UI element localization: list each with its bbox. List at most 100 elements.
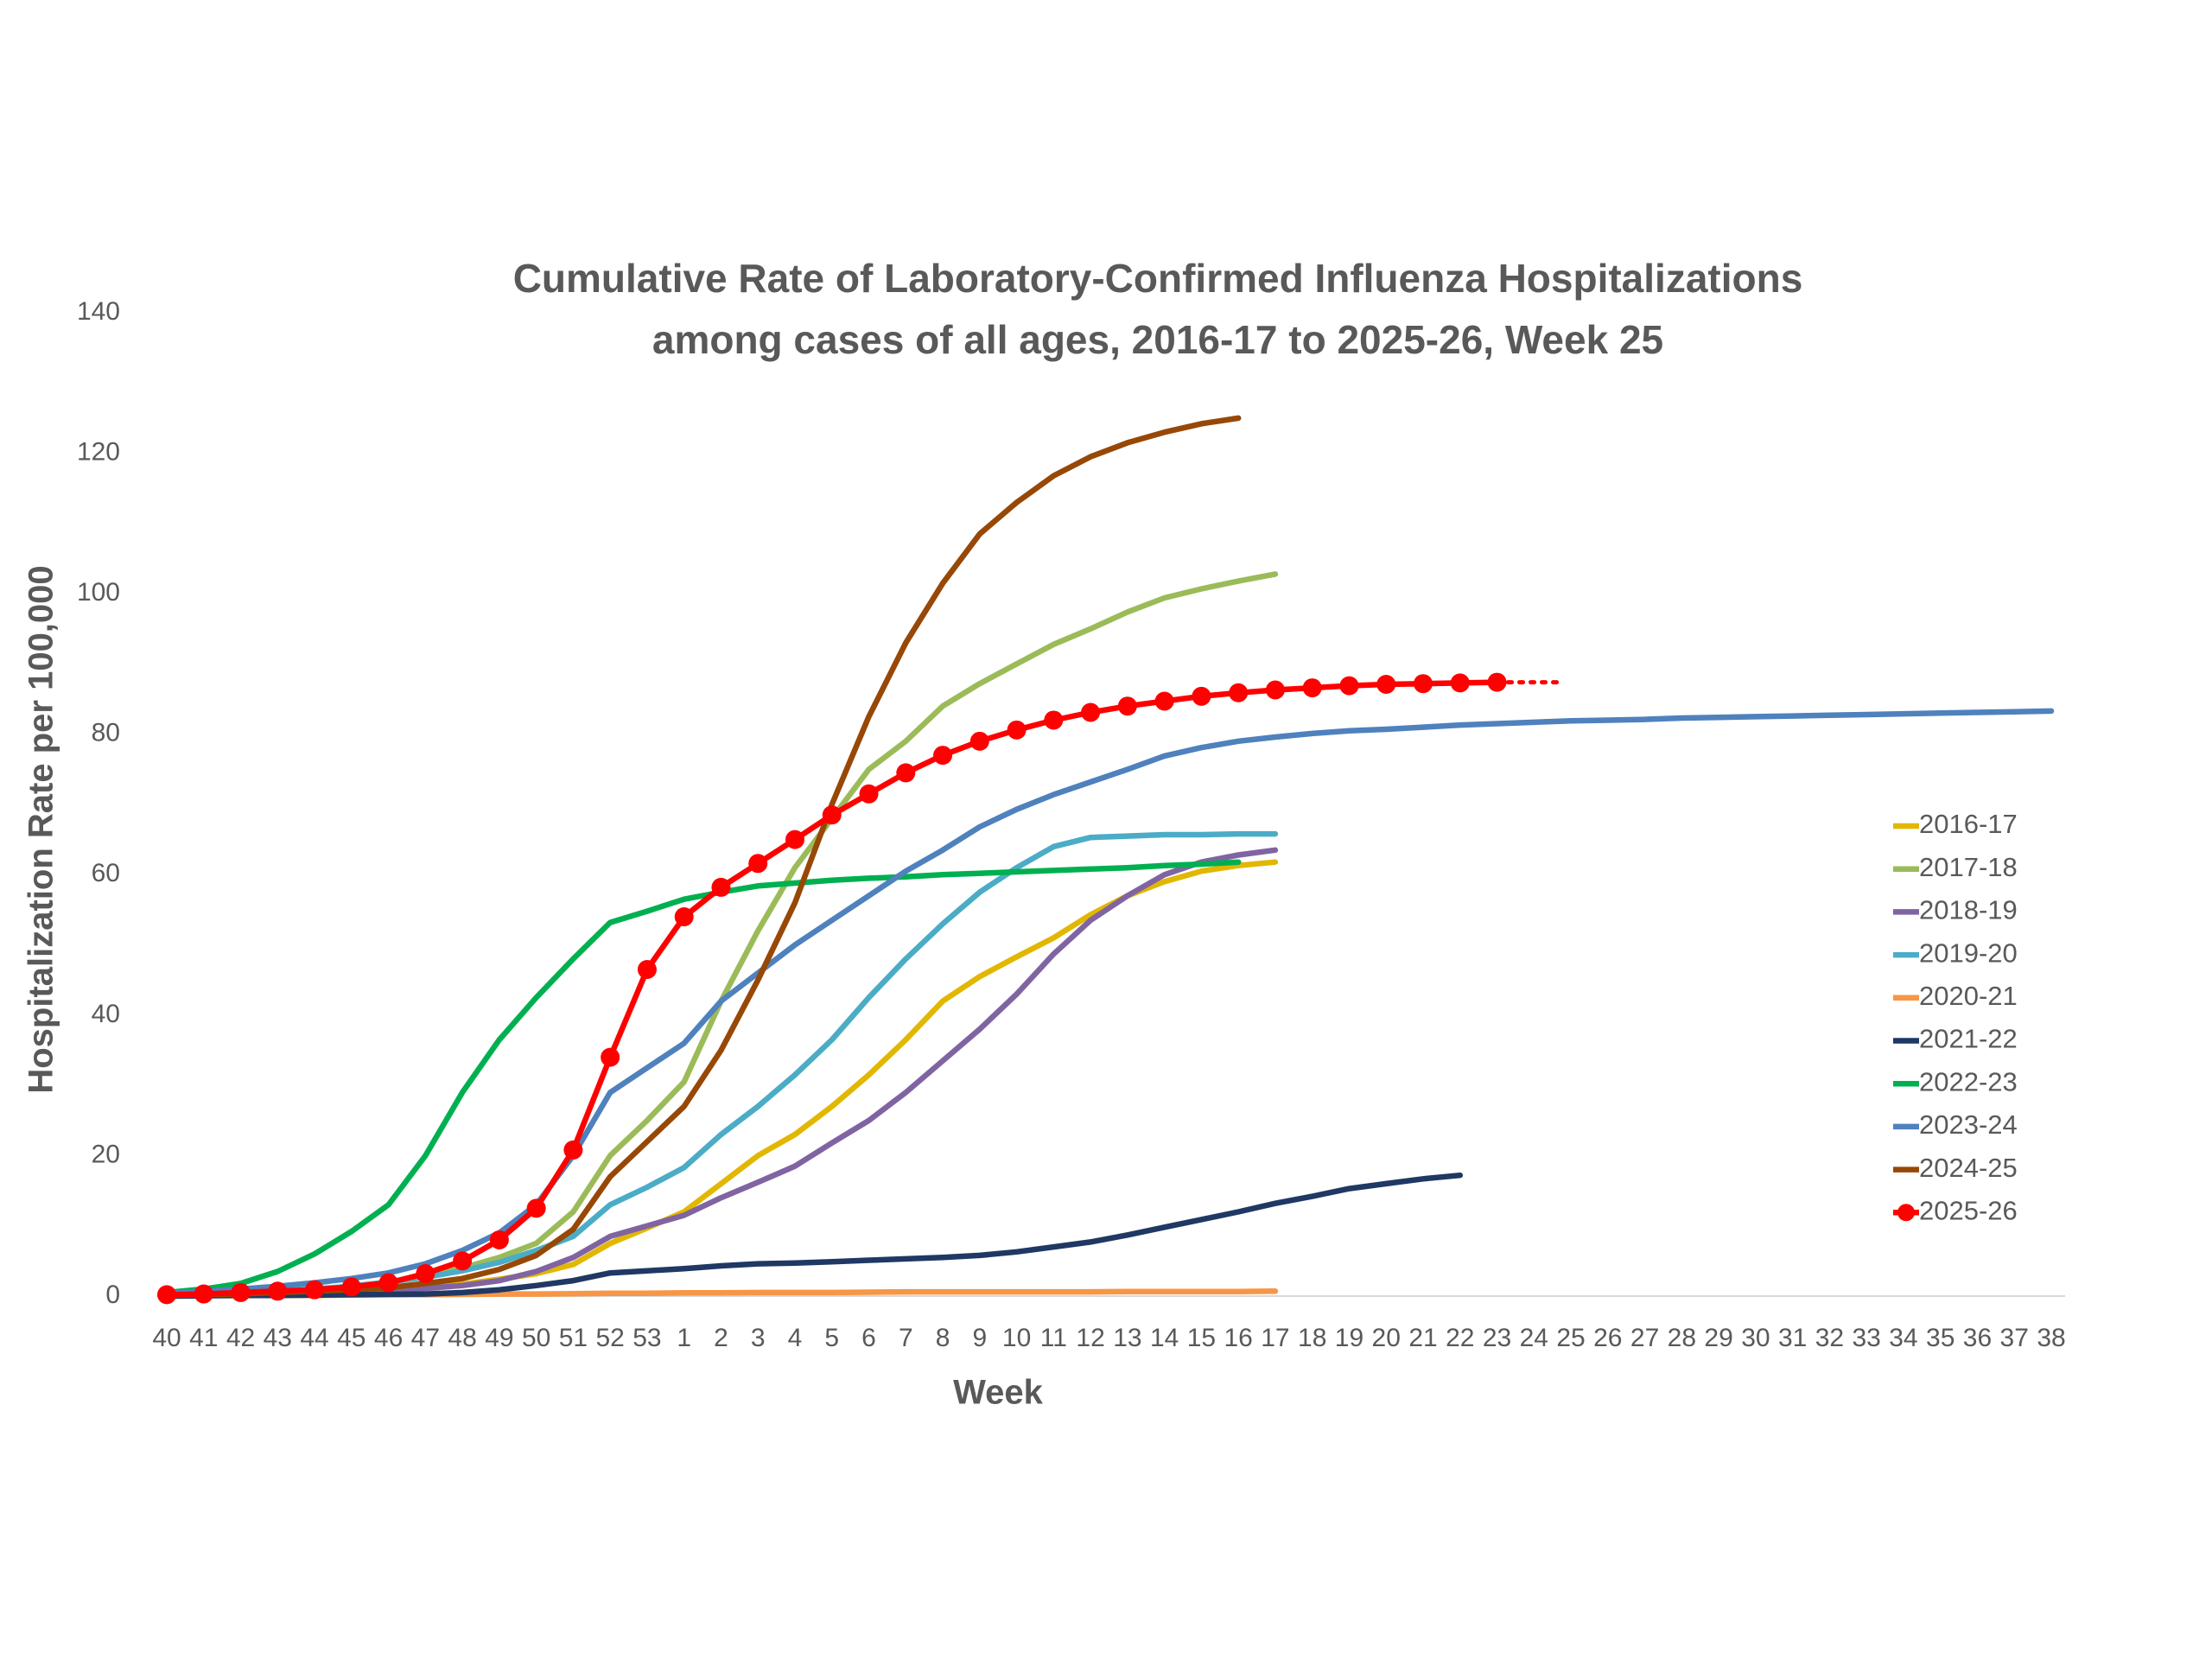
x-tick-label: 2 <box>714 1324 728 1352</box>
series-line <box>163 708 2055 1296</box>
x-tick-label: 26 <box>1593 1324 1622 1352</box>
x-tick-label: 20 <box>1372 1324 1401 1352</box>
series-marker <box>933 746 953 766</box>
series-marker <box>748 854 768 874</box>
series-line <box>163 859 1242 1296</box>
x-tick-label: 4 <box>788 1324 803 1352</box>
series-marker <box>1376 675 1396 695</box>
series-marker <box>969 731 989 751</box>
legend-label: 2025-26 <box>1919 1195 2018 1225</box>
x-axis-title: Week <box>953 1374 1044 1412</box>
series-marker <box>416 1263 435 1283</box>
y-tick-label: 20 <box>92 1140 120 1168</box>
x-tick-label: 6 <box>861 1324 876 1352</box>
x-tick-label: 46 <box>374 1324 403 1352</box>
x-tick-label: 19 <box>1335 1324 1363 1352</box>
x-tick-label: 15 <box>1187 1324 1216 1352</box>
series-marker <box>859 784 879 804</box>
x-tick-label: 47 <box>411 1324 440 1352</box>
series-marker <box>1007 720 1027 740</box>
x-tick-label: 7 <box>899 1324 913 1352</box>
x-tick-label: 9 <box>972 1324 987 1352</box>
series-marker <box>231 1282 251 1302</box>
series-marker <box>1302 678 1322 698</box>
x-tick-label: 8 <box>936 1324 950 1352</box>
y-axis-title: Hospitalization Rate per 100,000 <box>22 565 60 1093</box>
x-tick-label: 1 <box>677 1324 691 1352</box>
legend-label: 2024-25 <box>1919 1153 2018 1183</box>
y-tick-label: 40 <box>92 1000 120 1028</box>
x-tick-label: 44 <box>300 1324 328 1352</box>
x-tick-label: 31 <box>1778 1324 1807 1352</box>
series-marker <box>1154 691 1174 711</box>
chart-title: Cumulative Rate of Laboratory-Confirmed … <box>513 256 1803 301</box>
series-marker <box>1229 683 1249 702</box>
x-tick-label: 23 <box>1483 1324 1511 1352</box>
x-tick-label: 32 <box>1815 1324 1844 1352</box>
series-marker <box>1265 680 1285 700</box>
x-tick-label: 12 <box>1076 1324 1104 1352</box>
series-marker <box>563 1140 583 1160</box>
series-marker <box>341 1277 361 1297</box>
x-tick-label: 33 <box>1852 1324 1880 1352</box>
y-tick-label: 80 <box>92 719 120 747</box>
y-tick-label: 0 <box>105 1281 120 1309</box>
x-tick-label: 11 <box>1040 1324 1067 1352</box>
series-marker <box>1339 676 1359 696</box>
legend-label: 2017-18 <box>1919 852 2018 882</box>
series-marker <box>1192 686 1211 706</box>
x-tick-label: 35 <box>1926 1324 1955 1352</box>
y-tick-label: 60 <box>92 859 120 887</box>
x-tick-label: 42 <box>226 1324 255 1352</box>
series-marker <box>453 1251 473 1271</box>
x-tick-label: 13 <box>1113 1324 1141 1352</box>
series-marker <box>637 960 657 980</box>
series-marker <box>822 805 842 825</box>
legend-marker <box>1897 1204 1915 1222</box>
series-marker <box>896 763 916 783</box>
series-marker <box>378 1273 398 1293</box>
x-tick-label: 22 <box>1446 1324 1474 1352</box>
series-line <box>163 847 1279 1299</box>
x-tick-label: 52 <box>595 1324 624 1352</box>
x-tick-label: 28 <box>1668 1324 1696 1352</box>
x-tick-label: 16 <box>1224 1324 1252 1352</box>
legend-label: 2023-24 <box>1919 1109 2018 1140</box>
legend-label: 2021-22 <box>1919 1024 2018 1054</box>
x-tick-label: 53 <box>632 1324 661 1352</box>
x-tick-label: 25 <box>1556 1324 1585 1352</box>
x-tick-label: 29 <box>1704 1324 1732 1352</box>
x-tick-label: 3 <box>751 1324 766 1352</box>
series-marker <box>785 830 804 849</box>
x-tick-label: 48 <box>448 1324 476 1352</box>
series-marker <box>305 1280 325 1300</box>
series-line <box>163 1172 1464 1300</box>
y-tick-label: 120 <box>77 437 120 466</box>
x-tick-label: 34 <box>1889 1324 1917 1352</box>
legend-label: 2022-23 <box>1919 1066 2018 1096</box>
series-marker <box>711 877 731 897</box>
series-marker <box>268 1281 288 1301</box>
x-tick-label: 17 <box>1261 1324 1289 1352</box>
x-tick-label: 21 <box>1408 1324 1437 1352</box>
x-tick-label: 36 <box>1963 1324 1992 1352</box>
x-tick-label: 10 <box>1002 1324 1031 1352</box>
x-tick-label: 50 <box>522 1324 550 1352</box>
x-tick-label: 38 <box>2037 1324 2065 1352</box>
series-marker <box>526 1198 546 1218</box>
series-line <box>163 415 1242 1299</box>
series-marker <box>674 907 694 927</box>
legend-label: 2020-21 <box>1919 981 2018 1011</box>
series-marker <box>489 1230 509 1249</box>
series-marker <box>601 1047 620 1067</box>
x-tick-label: 43 <box>264 1324 292 1352</box>
series-marker <box>1450 673 1470 693</box>
x-tick-label: 40 <box>152 1324 181 1352</box>
y-tick-label: 100 <box>77 578 120 607</box>
x-tick-label: 49 <box>485 1324 513 1352</box>
legend-label: 2018-19 <box>1919 895 2018 925</box>
x-tick-label: 30 <box>1741 1324 1770 1352</box>
series-line <box>163 859 1279 1299</box>
x-tick-label: 5 <box>824 1324 839 1352</box>
x-tick-label: 51 <box>559 1324 588 1352</box>
